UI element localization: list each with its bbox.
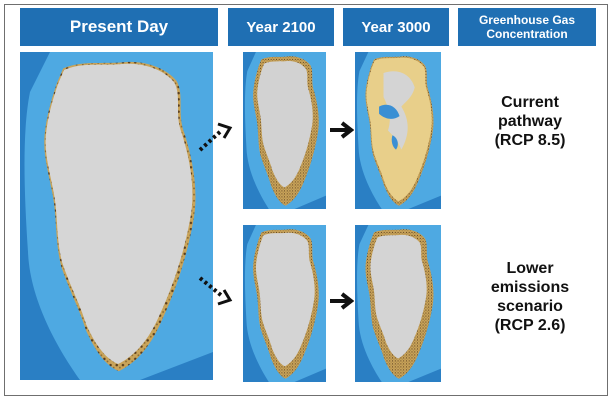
dotted-arrow-icon xyxy=(196,118,236,159)
dotted-arrow-icon xyxy=(196,274,236,315)
header-year-3000-label: Year 3000 xyxy=(361,18,431,36)
map-present-day xyxy=(20,52,213,380)
scenario-label-line: Current xyxy=(501,94,559,111)
scenario-label-line: scenario xyxy=(497,298,563,315)
map-2100-rcp85 xyxy=(243,52,326,209)
map-3000-rcp85 xyxy=(355,52,441,209)
scenario-label-line: (RCP 2.6) xyxy=(494,317,566,334)
header-ghg-line2: Concentration xyxy=(486,27,568,41)
scenario-label-line: (RCP 8.5) xyxy=(494,132,566,149)
header-year-3000: Year 3000 xyxy=(343,8,449,46)
header-year-2100-label: Year 2100 xyxy=(246,18,316,36)
header-ghg-concentration: Greenhouse Gas Concentration xyxy=(458,8,596,46)
scenario-label-line: emissions xyxy=(490,279,570,296)
scenario-label-line: Lower xyxy=(506,260,554,277)
header-year-2100: Year 2100 xyxy=(228,8,334,46)
header-ghg-line1: Greenhouse Gas xyxy=(478,13,576,27)
scenario-label-rcp85: Current pathway (RCP 8.5) xyxy=(455,93,605,150)
solid-arrow-icon xyxy=(328,291,355,316)
map-2100-rcp26 xyxy=(243,225,326,382)
scenario-label-line: pathway xyxy=(497,113,562,130)
header-present-day: Present Day xyxy=(20,8,218,46)
scenario-label-rcp26: Lower emissions scenario (RCP 2.6) xyxy=(455,259,605,335)
header-present-day-label: Present Day xyxy=(69,17,169,36)
solid-arrow-icon xyxy=(328,120,355,145)
map-3000-rcp26 xyxy=(355,225,441,382)
